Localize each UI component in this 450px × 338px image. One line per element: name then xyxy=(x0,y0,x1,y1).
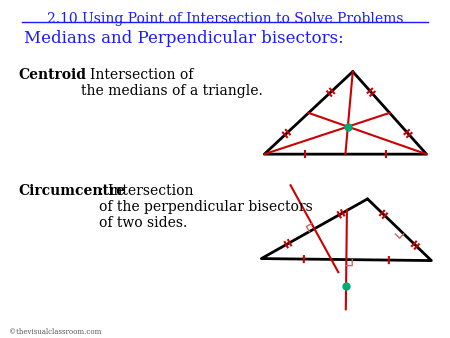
Text: : Intersection of
the medians of a triangle.: : Intersection of the medians of a trian… xyxy=(81,68,262,98)
Text: ©thevisualclassroom.com: ©thevisualclassroom.com xyxy=(9,328,101,336)
Text: 2.10 Using Point of Intersection to Solve Problems: 2.10 Using Point of Intersection to Solv… xyxy=(47,12,403,26)
Text: Circumcentre: Circumcentre xyxy=(18,184,126,198)
Text: Centroid: Centroid xyxy=(18,68,86,82)
Text: : Intersection
of the perpendicular bisectors
of two sides.: : Intersection of the perpendicular bise… xyxy=(99,184,313,231)
Text: Medians and Perpendicular bisectors:: Medians and Perpendicular bisectors: xyxy=(23,30,343,47)
